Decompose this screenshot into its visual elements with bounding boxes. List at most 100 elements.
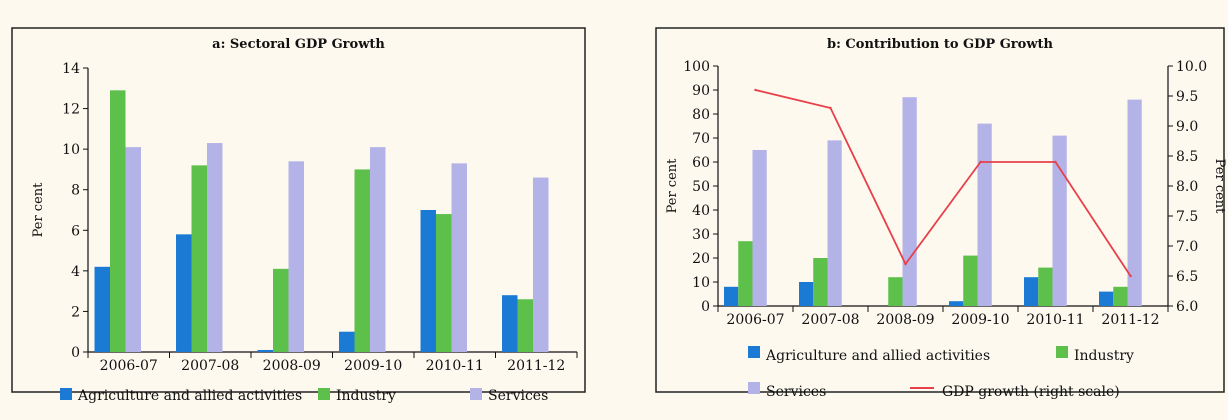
bar-industry-2009-10 <box>354 169 370 352</box>
y2-tick-label: 10.0 <box>1176 59 1207 75</box>
y2-tick-label: 8.0 <box>1176 179 1198 195</box>
bar-services-2006-07 <box>125 147 141 352</box>
gdp-growth-point <box>1054 160 1057 164</box>
legend-label: Agriculture and allied activities <box>765 348 990 364</box>
y2-tick-label: 8.5 <box>1176 149 1198 165</box>
x-tick-label: 2009-10 <box>951 312 1009 328</box>
bar-industry-2008-09 <box>888 277 903 306</box>
y2-tick-label: 9.5 <box>1176 89 1198 105</box>
bar-services-2011-12 <box>1127 99 1142 306</box>
y-tick-label: 4 <box>71 264 80 280</box>
y-tick-label: 60 <box>692 155 710 171</box>
x-tick-label: 2009-10 <box>344 358 402 374</box>
x-tick-label: 2008-09 <box>263 358 321 374</box>
legend-swatch-services <box>470 388 482 400</box>
bar-agriculture-2011-12 <box>502 295 518 352</box>
legend-swatch-industry <box>318 388 330 400</box>
bar-agriculture-2009-10 <box>339 331 355 352</box>
bar-services-2008-09 <box>288 161 304 352</box>
bar-services-2010-11 <box>1052 135 1067 306</box>
bar-services-2008-09 <box>902 97 917 306</box>
chart-title: a: Sectoral GDP Growth <box>212 37 385 52</box>
chart-title: b: Contribution to GDP Growth <box>827 37 1054 52</box>
y2-tick-label: 7.5 <box>1176 209 1198 225</box>
bar-agriculture-2008-09 <box>257 349 274 352</box>
bar-agriculture-2011-12 <box>1099 291 1114 306</box>
bar-agriculture-2007-08 <box>176 234 192 352</box>
legend-label: Services <box>766 384 826 400</box>
gdp-growth-line <box>755 89 1132 277</box>
y-tick-label: 0 <box>71 345 80 361</box>
y-tick-label: 10 <box>62 142 80 158</box>
y-tick-label: 40 <box>692 203 710 219</box>
x-tick-label: 2008-09 <box>876 312 934 328</box>
bar-industry-2006-07 <box>738 241 753 306</box>
bar-industry-2007-08 <box>813 258 828 306</box>
y2-tick-label: 6.5 <box>1176 269 1198 285</box>
legend-label: Industry <box>336 388 396 404</box>
y-tick-label: 0 <box>701 299 710 315</box>
chart-panel-a: a: Sectoral GDP Growth 0 2 4 6 8 10 12 14 Per cen… <box>11 27 586 404</box>
bar-industry-2006-07 <box>110 90 126 353</box>
legend-swatch-services <box>748 382 760 394</box>
y-tick-label: 70 <box>692 131 710 147</box>
bar-agriculture-2010-11 <box>1024 277 1039 306</box>
legend-label: GDP growth (right scale) <box>942 384 1120 400</box>
y2-tick-label: 7.0 <box>1176 239 1198 255</box>
chart-panel-b: b: Contribution to GDP Growth 0 10 20 30 40 50… <box>655 27 1227 400</box>
bar-industry-2010-11 <box>1038 267 1053 306</box>
y-tick-label: 10 <box>692 275 710 291</box>
gdp-growth-point <box>829 106 832 110</box>
gdp-growth-point <box>979 160 982 164</box>
y-tick-label: 50 <box>692 179 710 195</box>
bar-agriculture-2006-07 <box>724 286 739 306</box>
bar-services-2009-10 <box>977 123 992 306</box>
legend-swatch-industry <box>1056 346 1068 358</box>
bar-industry-2010-11 <box>436 214 452 352</box>
y2-tick-label: 9.0 <box>1176 119 1198 135</box>
x-tick-label: 2010-11 <box>426 358 484 374</box>
gdp-growth-point <box>904 262 907 266</box>
y-tick-label: 100 <box>683 59 710 75</box>
x-tick-label: 2007-08 <box>801 312 859 328</box>
bar-services-2006-07 <box>752 150 767 306</box>
legend-label: Industry <box>1074 348 1134 364</box>
y2-tick-label: 6.0 <box>1176 299 1198 315</box>
y-tick-label: 6 <box>71 223 80 239</box>
y-tick-label: 8 <box>71 183 80 199</box>
y-tick-label: 80 <box>692 107 710 123</box>
bar-services-2011-12 <box>532 177 549 352</box>
y-tick-label: 90 <box>692 83 710 99</box>
bar-industry-2011-12 <box>517 299 533 352</box>
bar-agriculture-2009-10 <box>949 301 964 306</box>
y-axis-title: Per cent <box>665 158 680 214</box>
bar-services-2009-10 <box>369 147 386 352</box>
gdp-growth-point <box>754 88 757 92</box>
y-tick-label: 20 <box>692 251 710 267</box>
bar-agriculture-2007-08 <box>799 282 814 306</box>
legend-swatch-agriculture <box>60 388 72 400</box>
bar-industry-2011-12 <box>1113 286 1128 306</box>
bar-services-2010-11 <box>451 163 467 352</box>
x-tick-label: 2011-12 <box>1101 312 1159 328</box>
y-tick-label: 12 <box>62 102 80 118</box>
gdp-growth-point <box>1129 274 1132 278</box>
bar-industry-2008-09 <box>273 268 289 352</box>
x-tick-label: 2011-12 <box>507 358 565 374</box>
bar-services-2007-08 <box>827 140 842 306</box>
bar-industry-2009-10 <box>963 255 978 306</box>
bar-services-2007-08 <box>206 143 223 352</box>
y-tick-label: 14 <box>62 61 80 77</box>
y-tick-label: 2 <box>71 304 80 320</box>
x-tick-label: 2006-07 <box>726 312 784 328</box>
y-tick-label: 30 <box>692 227 710 243</box>
x-tick-label: 2007-08 <box>181 358 239 374</box>
x-tick-label: 2006-07 <box>100 358 158 374</box>
bar-agriculture-2010-11 <box>420 210 437 352</box>
legend-label: Agriculture and allied activities <box>77 388 302 404</box>
legend-label: Services <box>488 388 548 404</box>
legend-swatch-agriculture <box>748 346 760 358</box>
bar-agriculture-2006-07 <box>94 266 111 352</box>
